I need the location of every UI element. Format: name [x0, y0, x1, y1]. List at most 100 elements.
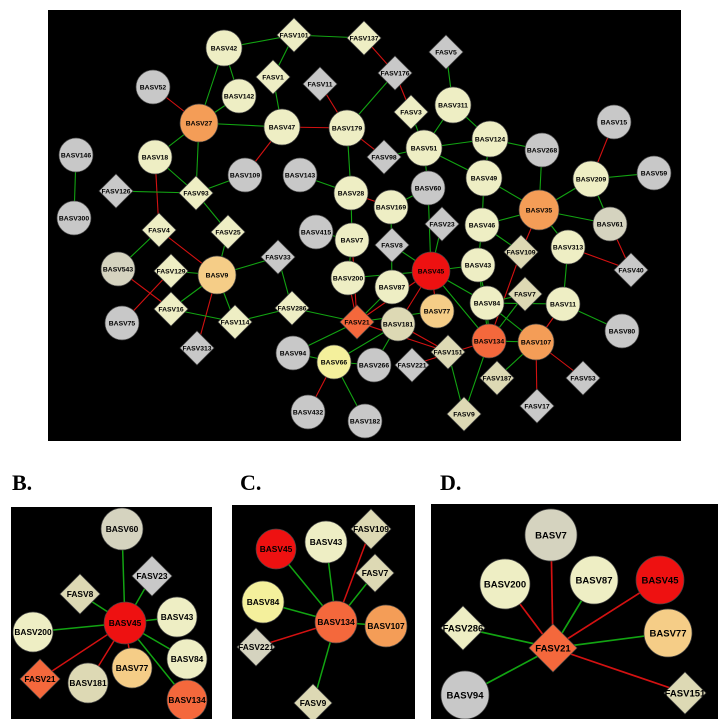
- node-BASV84[interactable]: [469, 285, 505, 321]
- node-BASV66[interactable]: [316, 344, 352, 380]
- node-FASV17[interactable]: [519, 388, 555, 424]
- node-BASV179[interactable]: [328, 109, 366, 147]
- node-BASV45[interactable]: [635, 555, 685, 605]
- node-FASV221[interactable]: [236, 627, 276, 667]
- node-BASV313[interactable]: [550, 229, 586, 265]
- node-BASV52[interactable]: [135, 69, 171, 105]
- node-FASV33[interactable]: [260, 239, 296, 275]
- node-BASV61[interactable]: [592, 206, 628, 242]
- node-FASV137[interactable]: [346, 20, 382, 56]
- node-FASV40[interactable]: [613, 252, 649, 288]
- node-BASV60[interactable]: [100, 507, 144, 551]
- node-BASV107[interactable]: [517, 323, 555, 361]
- node-BASV181[interactable]: [380, 306, 416, 342]
- node-FASV151[interactable]: [430, 334, 466, 370]
- node-FASV21[interactable]: [528, 623, 578, 673]
- node-BASV45[interactable]: [255, 528, 297, 570]
- node-FASV9[interactable]: [293, 683, 333, 719]
- node-FASV286[interactable]: [440, 605, 486, 651]
- node-BASV200[interactable]: [479, 558, 531, 610]
- node-FASV3[interactable]: [393, 94, 429, 130]
- node-BASV311[interactable]: [434, 86, 472, 124]
- node-BASV18[interactable]: [137, 139, 173, 175]
- node-BASV200[interactable]: [330, 260, 366, 296]
- node-FASV109[interactable]: [350, 508, 392, 550]
- node-BASV107[interactable]: [364, 604, 408, 648]
- node-BASV7[interactable]: [524, 508, 578, 562]
- node-BASV84[interactable]: [241, 580, 285, 624]
- node-BASV87[interactable]: [569, 555, 619, 605]
- node-BASV42[interactable]: [205, 29, 243, 67]
- node-FASV25[interactable]: [210, 214, 246, 250]
- node-FASV7[interactable]: [507, 276, 543, 312]
- node-FASV129[interactable]: [153, 253, 189, 289]
- node-FASV176[interactable]: [377, 55, 413, 91]
- node-FASV23[interactable]: [131, 555, 173, 597]
- node-FASV98[interactable]: [366, 139, 402, 175]
- node-BASV143[interactable]: [282, 157, 318, 193]
- node-BASV268[interactable]: [524, 132, 560, 168]
- node-BASV543[interactable]: [100, 251, 136, 287]
- node-BASV134[interactable]: [314, 600, 358, 644]
- node-FASV126[interactable]: [98, 173, 134, 209]
- node-BASV266[interactable]: [356, 347, 392, 383]
- node-BASV134[interactable]: [166, 679, 208, 719]
- node-BASV35[interactable]: [518, 189, 560, 231]
- node-BASV169[interactable]: [373, 189, 409, 225]
- node-BASV43[interactable]: [304, 520, 348, 564]
- node-BASV51[interactable]: [405, 129, 443, 167]
- node-BASV182[interactable]: [347, 403, 383, 439]
- node-FASV1[interactable]: [255, 59, 291, 95]
- node-BASV432[interactable]: [290, 394, 326, 430]
- node-BASV415[interactable]: [298, 214, 334, 250]
- node-BASV181[interactable]: [67, 662, 109, 704]
- node-BASV11[interactable]: [545, 286, 581, 322]
- node-BASV45[interactable]: [411, 251, 451, 291]
- node-BASV77[interactable]: [643, 608, 693, 658]
- node-BASV43[interactable]: [156, 596, 198, 638]
- node-FASV151[interactable]: [663, 671, 707, 715]
- node-BASV300[interactable]: [56, 200, 92, 236]
- node-FASV8[interactable]: [59, 573, 101, 615]
- node-BASV84[interactable]: [166, 638, 208, 680]
- node-FASV187[interactable]: [479, 360, 515, 396]
- node-BASV146[interactable]: [58, 137, 94, 173]
- node-BASV200[interactable]: [12, 611, 54, 653]
- node-FASV9[interactable]: [446, 396, 482, 432]
- node-FASV286[interactable]: [274, 290, 310, 326]
- node-BASV77[interactable]: [419, 293, 455, 329]
- node-BASV75[interactable]: [104, 305, 140, 341]
- node-FASV109[interactable]: [503, 234, 539, 270]
- node-FASV101[interactable]: [276, 17, 312, 53]
- node-BASV27[interactable]: [179, 103, 219, 143]
- node-BASV46[interactable]: [464, 207, 500, 243]
- node-BASV28[interactable]: [333, 175, 369, 211]
- node-FASV8[interactable]: [374, 227, 410, 263]
- node-FASV114[interactable]: [217, 304, 253, 340]
- node-FASV5[interactable]: [428, 34, 464, 70]
- node-FASV21[interactable]: [19, 658, 61, 700]
- node-BASV80[interactable]: [604, 313, 640, 349]
- node-BASV43[interactable]: [460, 247, 496, 283]
- node-FASV53[interactable]: [565, 360, 601, 396]
- node-BASV134[interactable]: [471, 323, 507, 359]
- node-BASV47[interactable]: [263, 108, 301, 146]
- node-BASV142[interactable]: [221, 78, 257, 114]
- node-FASV221[interactable]: [394, 347, 430, 383]
- node-FASV11[interactable]: [302, 66, 338, 102]
- node-BASV60[interactable]: [410, 170, 446, 206]
- node-BASV109[interactable]: [227, 157, 263, 193]
- node-BASV45[interactable]: [103, 601, 147, 645]
- node-FASV93[interactable]: [178, 175, 214, 211]
- node-BASV59[interactable]: [636, 155, 672, 191]
- node-BASV15[interactable]: [596, 104, 632, 140]
- node-BASV9[interactable]: [197, 255, 237, 295]
- node-FASV16[interactable]: [153, 291, 189, 327]
- node-BASV209[interactable]: [572, 160, 610, 198]
- node-BASV124[interactable]: [471, 120, 509, 158]
- node-FASV21[interactable]: [339, 304, 375, 340]
- node-FASV313[interactable]: [179, 330, 215, 366]
- node-FASV7[interactable]: [355, 553, 395, 593]
- node-BASV87[interactable]: [374, 269, 410, 305]
- node-BASV94[interactable]: [275, 335, 311, 371]
